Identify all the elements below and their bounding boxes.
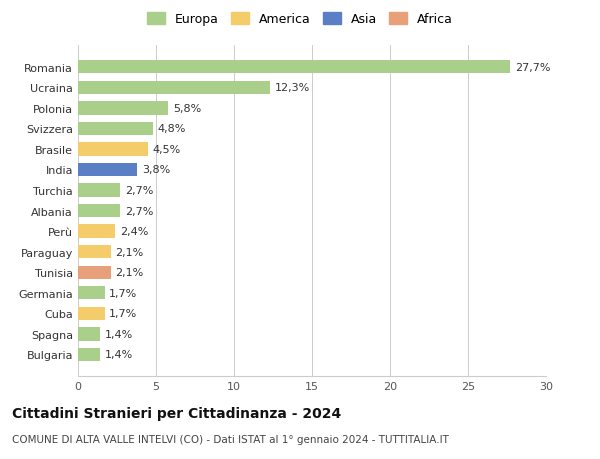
Text: 2,1%: 2,1% xyxy=(115,268,143,278)
Bar xyxy=(78,348,100,361)
Text: 27,7%: 27,7% xyxy=(515,62,550,73)
Bar xyxy=(78,184,120,197)
Text: 1,7%: 1,7% xyxy=(109,288,137,298)
Text: 3,8%: 3,8% xyxy=(142,165,170,175)
Bar xyxy=(78,204,120,218)
Bar xyxy=(78,163,137,177)
Text: 2,1%: 2,1% xyxy=(115,247,143,257)
Text: Cittadini Stranieri per Cittadinanza - 2024: Cittadini Stranieri per Cittadinanza - 2… xyxy=(12,406,341,420)
Text: 1,4%: 1,4% xyxy=(104,350,133,360)
Text: 5,8%: 5,8% xyxy=(173,104,202,113)
Text: 4,5%: 4,5% xyxy=(153,145,181,155)
Text: COMUNE DI ALTA VALLE INTELVI (CO) - Dati ISTAT al 1° gennaio 2024 - TUTTITALIA.I: COMUNE DI ALTA VALLE INTELVI (CO) - Dati… xyxy=(12,434,449,444)
Text: 1,7%: 1,7% xyxy=(109,309,137,319)
Text: 2,4%: 2,4% xyxy=(120,227,148,237)
Bar xyxy=(78,328,100,341)
Bar xyxy=(78,266,111,280)
Text: 12,3%: 12,3% xyxy=(275,83,310,93)
Text: 2,7%: 2,7% xyxy=(125,185,153,196)
Bar xyxy=(78,123,153,136)
Legend: Europa, America, Asia, Africa: Europa, America, Asia, Africa xyxy=(145,11,455,29)
Bar xyxy=(78,143,148,156)
Bar xyxy=(78,102,169,115)
Bar xyxy=(78,225,115,238)
Bar xyxy=(78,286,104,300)
Bar xyxy=(78,307,104,320)
Text: 4,8%: 4,8% xyxy=(158,124,186,134)
Bar xyxy=(78,246,111,259)
Bar xyxy=(78,81,270,95)
Text: 2,7%: 2,7% xyxy=(125,206,153,216)
Text: 1,4%: 1,4% xyxy=(104,329,133,339)
Bar xyxy=(78,61,510,74)
